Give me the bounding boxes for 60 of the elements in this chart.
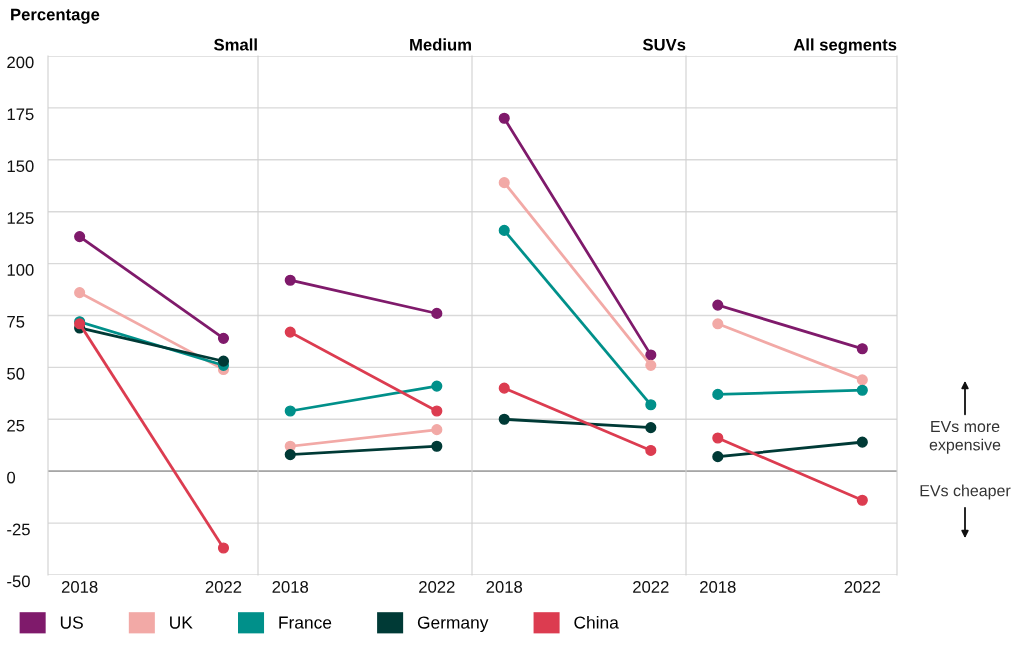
y-tick-label: 75 (7, 316, 25, 328)
chart-title: Medium (410, 38, 471, 51)
point (498, 413, 510, 425)
point (431, 424, 443, 436)
point (431, 405, 443, 417)
legend-label: France (279, 616, 332, 629)
x-tick-label: 2022 (844, 581, 881, 593)
point (645, 399, 657, 411)
y-tick-label: -50 (7, 575, 30, 588)
point (712, 432, 724, 444)
x-tick-label: 2018 (486, 581, 523, 593)
point (645, 349, 657, 361)
y-tick-label: 150 (7, 160, 34, 173)
point (284, 326, 296, 338)
point (431, 440, 443, 452)
chart-title: SUVs (642, 38, 686, 51)
x-tick-label: 2022 (205, 581, 242, 593)
point (431, 380, 443, 392)
y-tick-label: 175 (7, 108, 34, 121)
point (645, 359, 657, 371)
y-tick-label: 100 (7, 264, 34, 276)
point (856, 494, 868, 506)
y-tick-label: 25 (7, 419, 25, 432)
point (712, 299, 724, 311)
y-axis-title: Percentage (11, 8, 100, 24)
y-tick-label: 0 (7, 471, 16, 484)
text: EVs cheaper (920, 484, 1011, 500)
chart-title: All segments (793, 38, 897, 54)
y-tick-label: 50 (7, 367, 25, 380)
y-tick-label: 200 (7, 56, 34, 69)
point (284, 274, 296, 286)
point (712, 318, 724, 330)
point (645, 444, 657, 456)
point (498, 112, 510, 124)
point (498, 177, 510, 189)
x-tick-label: 2022 (419, 581, 455, 593)
legend-label: UK (170, 616, 193, 629)
point (498, 224, 510, 236)
point (284, 405, 296, 417)
point (498, 382, 510, 394)
y-tick-label: 125 (7, 212, 34, 224)
point (431, 307, 443, 319)
point (712, 388, 724, 400)
x-tick-label: 2018 (272, 581, 309, 593)
point (712, 451, 724, 463)
point (284, 449, 296, 461)
x-tick-label: 2018 (61, 581, 98, 593)
chart-title: Small (214, 38, 257, 51)
text: EVs more expensive (929, 420, 1001, 454)
point (856, 384, 868, 396)
y-tick-label: -25 (7, 523, 30, 536)
legend-label: China (574, 615, 619, 629)
point (856, 343, 868, 355)
point (856, 436, 868, 448)
legend-label: US (60, 616, 83, 629)
x-tick-label: 2018 (700, 581, 736, 593)
x-tick-label: 2022 (633, 581, 669, 593)
point (645, 422, 657, 434)
point (856, 374, 868, 386)
legend-label: Germany (417, 616, 489, 633)
